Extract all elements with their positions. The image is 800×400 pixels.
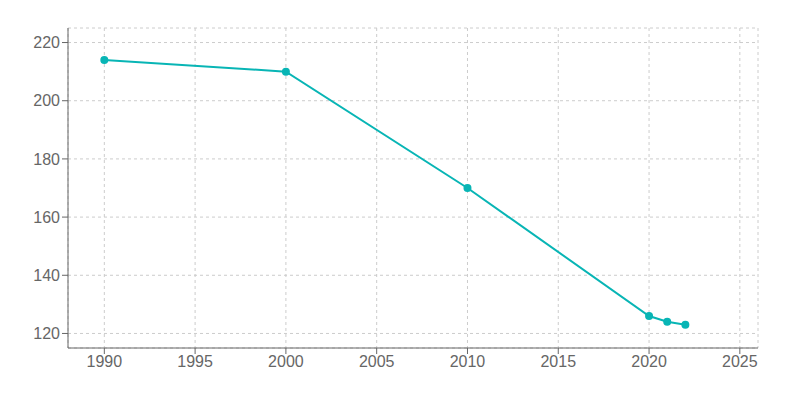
- svg-text:220: 220: [33, 34, 60, 51]
- svg-text:120: 120: [33, 325, 60, 342]
- svg-text:180: 180: [33, 151, 60, 168]
- svg-text:2025: 2025: [722, 353, 758, 370]
- svg-text:2015: 2015: [540, 353, 576, 370]
- svg-text:2005: 2005: [359, 353, 395, 370]
- svg-text:1990: 1990: [87, 353, 123, 370]
- svg-text:1995: 1995: [177, 353, 213, 370]
- svg-text:140: 140: [33, 267, 60, 284]
- svg-text:2000: 2000: [268, 353, 304, 370]
- svg-text:200: 200: [33, 92, 60, 109]
- svg-text:2010: 2010: [450, 353, 486, 370]
- svg-text:160: 160: [33, 209, 60, 226]
- svg-text:2020: 2020: [631, 353, 667, 370]
